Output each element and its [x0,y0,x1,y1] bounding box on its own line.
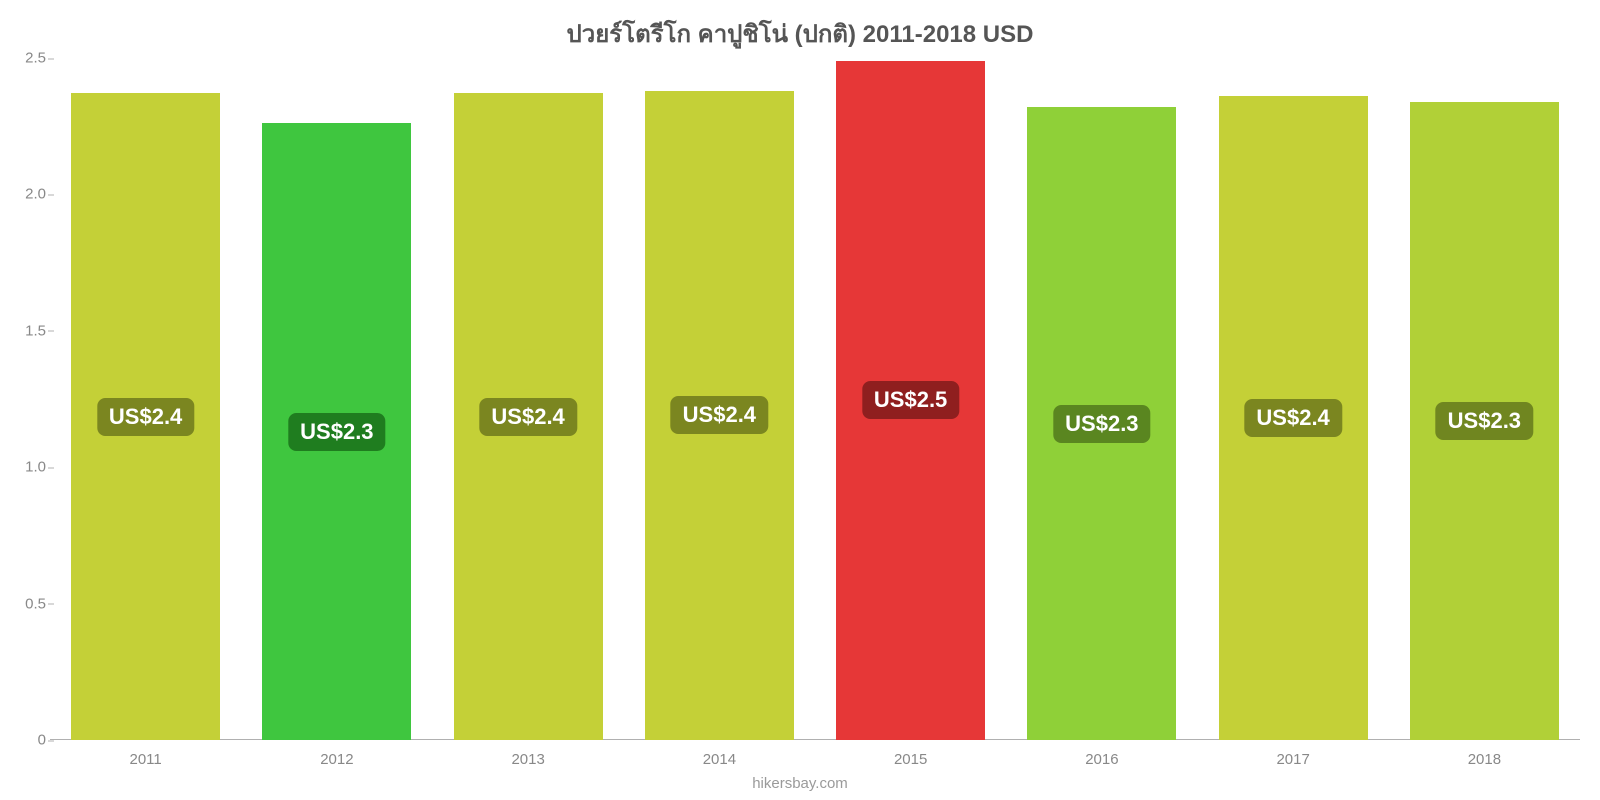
y-tick: 0 [6,732,46,749]
bar: US$2.4 [454,93,603,740]
bar: US$2.4 [1219,96,1368,740]
x-tick: 2013 [511,751,544,768]
chart-source: hikersbay.com [0,775,1600,792]
bar: US$2.4 [645,91,794,740]
y-tick: 1.0 [6,459,46,476]
bar-value-label: US$2.4 [1244,399,1341,437]
bar-value-label: US$2.4 [671,396,768,434]
bar-value-label: US$2.3 [1053,405,1150,443]
plot-area: 00.51.01.52.02.5US$2.42011US$2.32012US$2… [50,58,1580,740]
bar: US$2.3 [1027,107,1176,740]
x-tick: 2017 [1276,751,1309,768]
bar-value-label: US$2.5 [862,381,959,419]
bar: US$2.5 [836,61,985,740]
bar-value-label: US$2.4 [479,398,576,436]
bar-chart: ปวยร์โตรีโก คาปูชิโน่ (ปกติ) 2011-2018 U… [0,0,1600,800]
y-tick: 0.5 [6,595,46,612]
bar: US$2.4 [71,93,220,740]
bar-value-label: US$2.3 [288,413,385,451]
x-tick: 2012 [320,751,353,768]
y-tick: 1.5 [6,322,46,339]
bar: US$2.3 [262,123,411,740]
bar: US$2.3 [1410,102,1559,740]
x-tick: 2018 [1468,751,1501,768]
x-tick: 2014 [703,751,736,768]
x-tick: 2011 [129,751,161,768]
bar-value-label: US$2.4 [97,398,194,436]
x-tick: 2016 [1085,751,1118,768]
y-tick: 2.5 [6,50,46,67]
chart-title: ปวยร์โตรีโก คาปูชิโน่ (ปกติ) 2011-2018 U… [0,14,1600,53]
bar-value-label: US$2.3 [1436,402,1533,440]
y-tick: 2.0 [6,186,46,203]
x-tick: 2015 [894,751,927,768]
